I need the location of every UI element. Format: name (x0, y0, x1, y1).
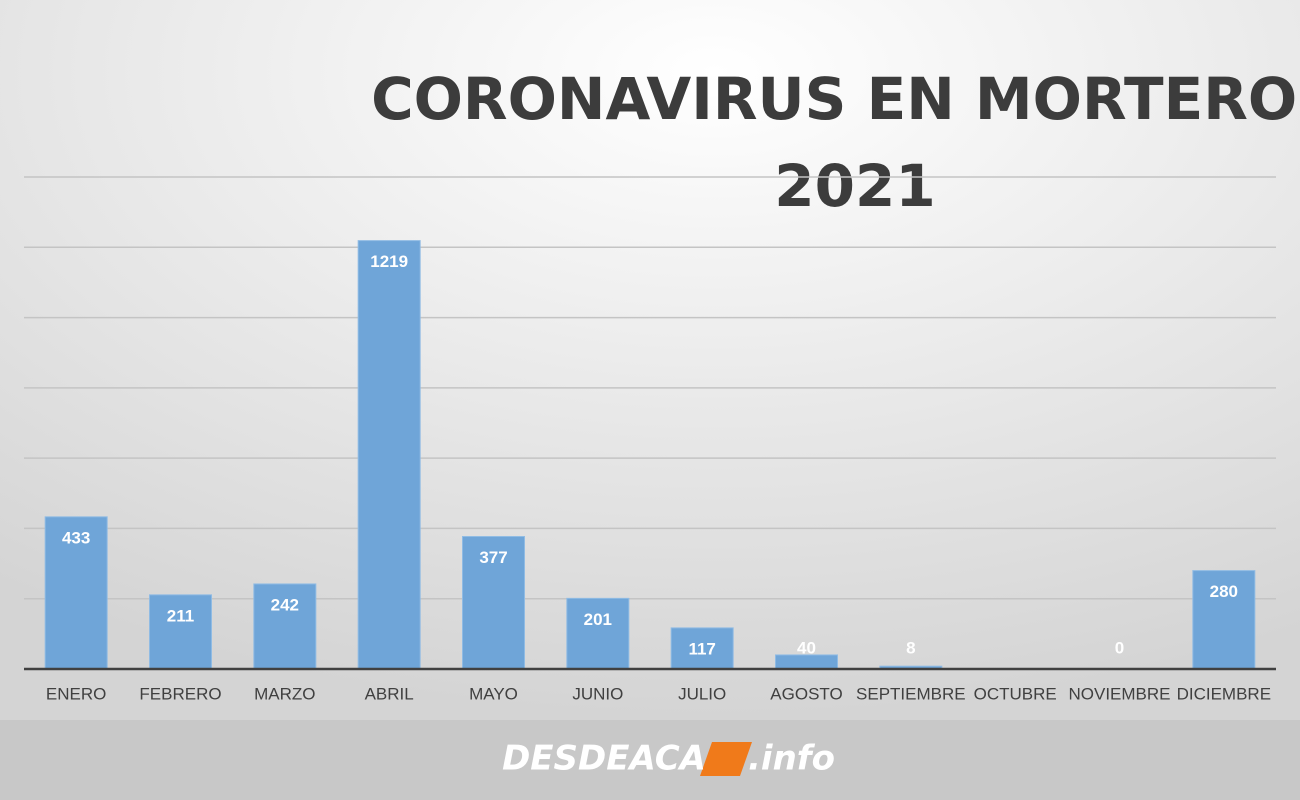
bar (462, 536, 525, 670)
data-label: 242 (271, 595, 299, 614)
x-tick-label: DICIEMBRE (1177, 684, 1271, 703)
x-tick-label: JUNIO (572, 684, 623, 703)
data-label: 0 (1115, 638, 1124, 657)
data-label: 211 (167, 606, 194, 625)
x-tick-label: FEBRERO (139, 684, 221, 703)
bar (357, 240, 421, 670)
x-tick-label: JULIO (678, 684, 726, 703)
x-tick-label: MAYO (469, 684, 518, 703)
chart-title: CORONAVIRUS EN MORTEROS (371, 65, 1300, 133)
x-tick-label: NOVIEMBRE (1068, 684, 1170, 703)
x-tick-label: OCTUBRE (974, 684, 1057, 703)
data-label: 117 (688, 639, 715, 658)
x-tick-label: ENERO (46, 684, 106, 703)
x-tick-label: ABRIL (365, 684, 414, 703)
footer-band (0, 720, 1300, 800)
data-label: 377 (479, 548, 507, 567)
data-label: 280 (1210, 582, 1238, 601)
x-tick-label: AGOSTO (770, 684, 842, 703)
data-label: 40 (797, 638, 816, 657)
logo-suffix: .info (748, 739, 835, 779)
background (0, 0, 1300, 720)
bar (253, 583, 317, 670)
bar (149, 594, 212, 670)
logo: DESDEACA (502, 739, 706, 779)
data-label: 8 (906, 638, 915, 657)
x-tick-label: SEPTIEMBRE (856, 684, 966, 703)
bar (566, 597, 630, 670)
bar (670, 627, 734, 670)
chart-title: 2021 (774, 152, 935, 220)
x-tick-label: MARZO (254, 684, 315, 703)
data-label: 201 (584, 610, 612, 629)
logo-icon (700, 742, 752, 776)
data-label: 433 (62, 528, 90, 547)
bar (44, 516, 108, 670)
data-label: 1219 (370, 252, 408, 271)
